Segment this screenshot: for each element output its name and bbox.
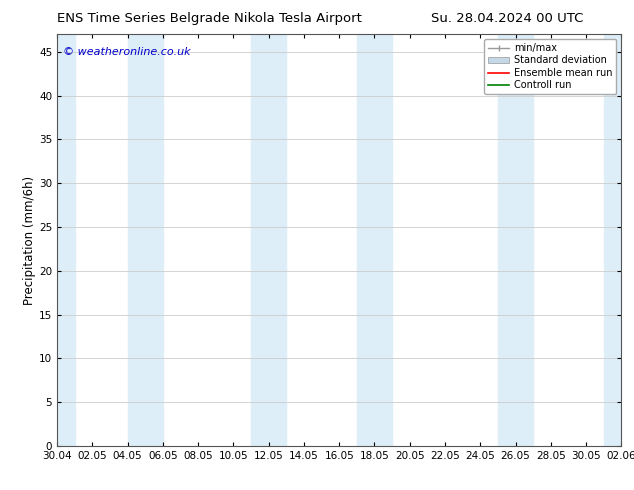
Text: © weatheronline.co.uk: © weatheronline.co.uk	[63, 47, 190, 57]
Bar	[127, 34, 163, 446]
Bar	[357, 34, 392, 446]
Text: ENS Time Series Belgrade Nikola Tesla Airport: ENS Time Series Belgrade Nikola Tesla Ai…	[57, 12, 362, 25]
Bar	[498, 34, 533, 446]
Legend: min/max, Standard deviation, Ensemble mean run, Controll run: min/max, Standard deviation, Ensemble me…	[484, 39, 616, 94]
Bar	[604, 34, 621, 446]
Bar	[251, 34, 287, 446]
Y-axis label: Precipitation (mm/6h): Precipitation (mm/6h)	[23, 175, 36, 305]
Text: Su. 28.04.2024 00 UTC: Su. 28.04.2024 00 UTC	[431, 12, 583, 25]
Bar	[57, 34, 75, 446]
